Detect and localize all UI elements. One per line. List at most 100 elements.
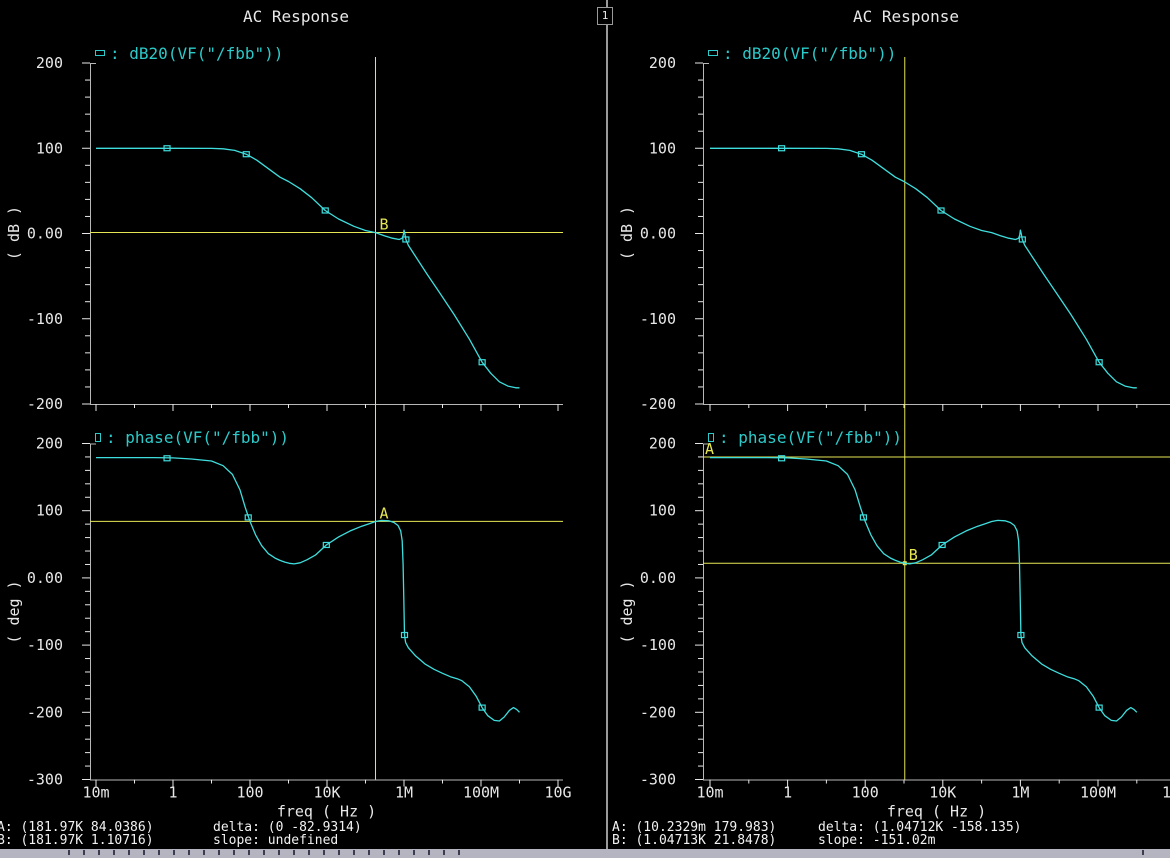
x-tick-label: 100M [1080,784,1116,802]
y-tick-label: -100 [27,310,63,328]
gain-series-marker-icon [95,50,105,56]
plot-title-left: AC Response [243,7,349,26]
legend-separator: : [723,43,733,63]
y-tick-label: 0.00 [640,225,676,243]
trace-point-marker [1017,631,1025,639]
trace-point-marker [242,151,250,158]
marker-label-A[interactable]: A [380,504,389,522]
marker-label-B[interactable]: B [909,546,918,564]
y-tick-label: -100 [640,636,676,654]
legend-gain-text: dB20(VF("/fbb")) [742,43,897,63]
clipped-text-marks [68,850,460,855]
y-tick-label: 0.00 [27,569,63,587]
gain-axis-unit-left: ( dB ) [5,205,23,261]
marker-label-B[interactable]: B [380,216,389,234]
y-tick-label: 100 [649,139,676,157]
legend-gain-text: dB20(VF("/fbb")) [129,43,284,63]
x-tick-label: 10G [1162,784,1170,802]
legend-phase-text: phase(VF("/fbb")) [738,427,903,447]
phase-trace[interactable] [710,456,1138,722]
x-tick-label: 10m [82,784,109,802]
x-axis-title: freq ( Hz ) [887,803,986,821]
legend-gain-left[interactable]: : dB20(VF("/fbb")) [95,43,284,63]
x-tick-label: 10m [696,784,723,802]
legend-phase-left[interactable]: : phase(VF("/fbb")) [95,427,290,447]
status-marker-b-right: B: (1.04713K 21.8478) [612,833,777,848]
pane-tab[interactable]: 1 [597,7,613,25]
pane-divider[interactable] [606,0,608,849]
trace-point-marker [1095,359,1103,366]
trace-point-marker [1095,704,1103,711]
trace-point-marker [777,145,786,152]
y-tick-label: 200 [649,54,676,72]
y-tick-label: 0.00 [640,569,676,587]
clipped-text-marks [1142,850,1156,855]
trace-point-marker [478,704,486,711]
trace-point-marker [1018,236,1026,243]
marker-label-A[interactable]: A [705,440,714,458]
trace-point-marker [400,631,409,639]
legend-phase-right[interactable]: : phase(VF("/fbb")) [708,427,903,447]
legend-phase-text: phase(VF("/fbb")) [125,427,290,447]
trace-point-marker [163,145,171,152]
status-marker-a-right: A: (10.2329m 179.983) [612,820,777,835]
y-tick-label: 0.00 [27,225,63,243]
x-tick-label: 10K [929,784,956,802]
y-tick-label: -100 [640,310,676,328]
y-tick-label: 200 [649,435,676,453]
legend-gain-right[interactable]: : dB20(VF("/fbb")) [708,43,897,63]
trace-point-marker [857,151,866,158]
trace-point-marker [321,207,329,214]
x-axis-title: freq ( Hz ) [277,803,376,821]
trace-point-marker [244,514,252,521]
y-tick-label: -300 [640,771,676,789]
status-delta-right: delta: (1.04712K -158.135) [818,820,1022,835]
y-tick-label: 100 [36,502,63,520]
trace-point-marker [938,541,946,549]
trace-point-marker [322,541,330,549]
x-tick-label: 100 [236,784,263,802]
legend-separator: : [106,427,116,447]
y-tick-label: -200 [640,703,676,721]
x-tick-label: 100 [852,784,879,802]
y-tick-label: 100 [36,139,63,157]
y-tick-label: -200 [27,703,63,721]
x-tick-label: 1 [168,784,177,802]
status-delta-left: delta: (0 -82.9314) [213,820,362,835]
background-window-strip [0,849,1170,858]
phase-axis-unit-left: ( deg ) [5,580,23,644]
y-tick-label: 200 [36,435,63,453]
y-tick-label: -200 [640,395,676,413]
trace-point-marker [859,514,868,521]
trace-point-marker [163,455,171,462]
x-tick-label: 1M [1011,784,1029,802]
gain-axis-unit-right: ( dB ) [618,205,636,261]
legend-separator: : [719,427,729,447]
trace-point-marker [478,359,486,366]
status-slope-left: slope: undefined [213,833,339,848]
phase-series-marker-icon [95,432,101,442]
x-tick-label: 10G [544,784,571,802]
trace-point-marker [402,236,410,243]
trace-point-marker [777,455,786,462]
trace-point-marker [937,207,945,214]
phase-trace[interactable] [96,456,520,722]
x-tick-label: 100M [463,784,499,802]
y-tick-label: 100 [649,502,676,520]
gain-trace[interactable] [710,147,1137,389]
y-tick-label: -300 [27,771,63,789]
status-marker-b-left: B: (181.97K 1.10716) [0,833,154,848]
plot-title-right: AC Response [853,7,959,26]
status-marker-a-left: A: (181.97K 84.0386) [0,820,154,835]
x-tick-label: 1 [783,784,792,802]
y-tick-label: 200 [36,54,63,72]
phase-series-marker-icon [708,432,714,442]
x-tick-label: 10K [313,784,340,802]
status-slope-right: slope: -151.02m [818,833,936,848]
y-tick-label: -100 [27,636,63,654]
gain-trace[interactable] [96,147,520,389]
gain-series-marker-icon [708,50,718,56]
phase-axis-unit-right: ( deg ) [618,580,636,644]
